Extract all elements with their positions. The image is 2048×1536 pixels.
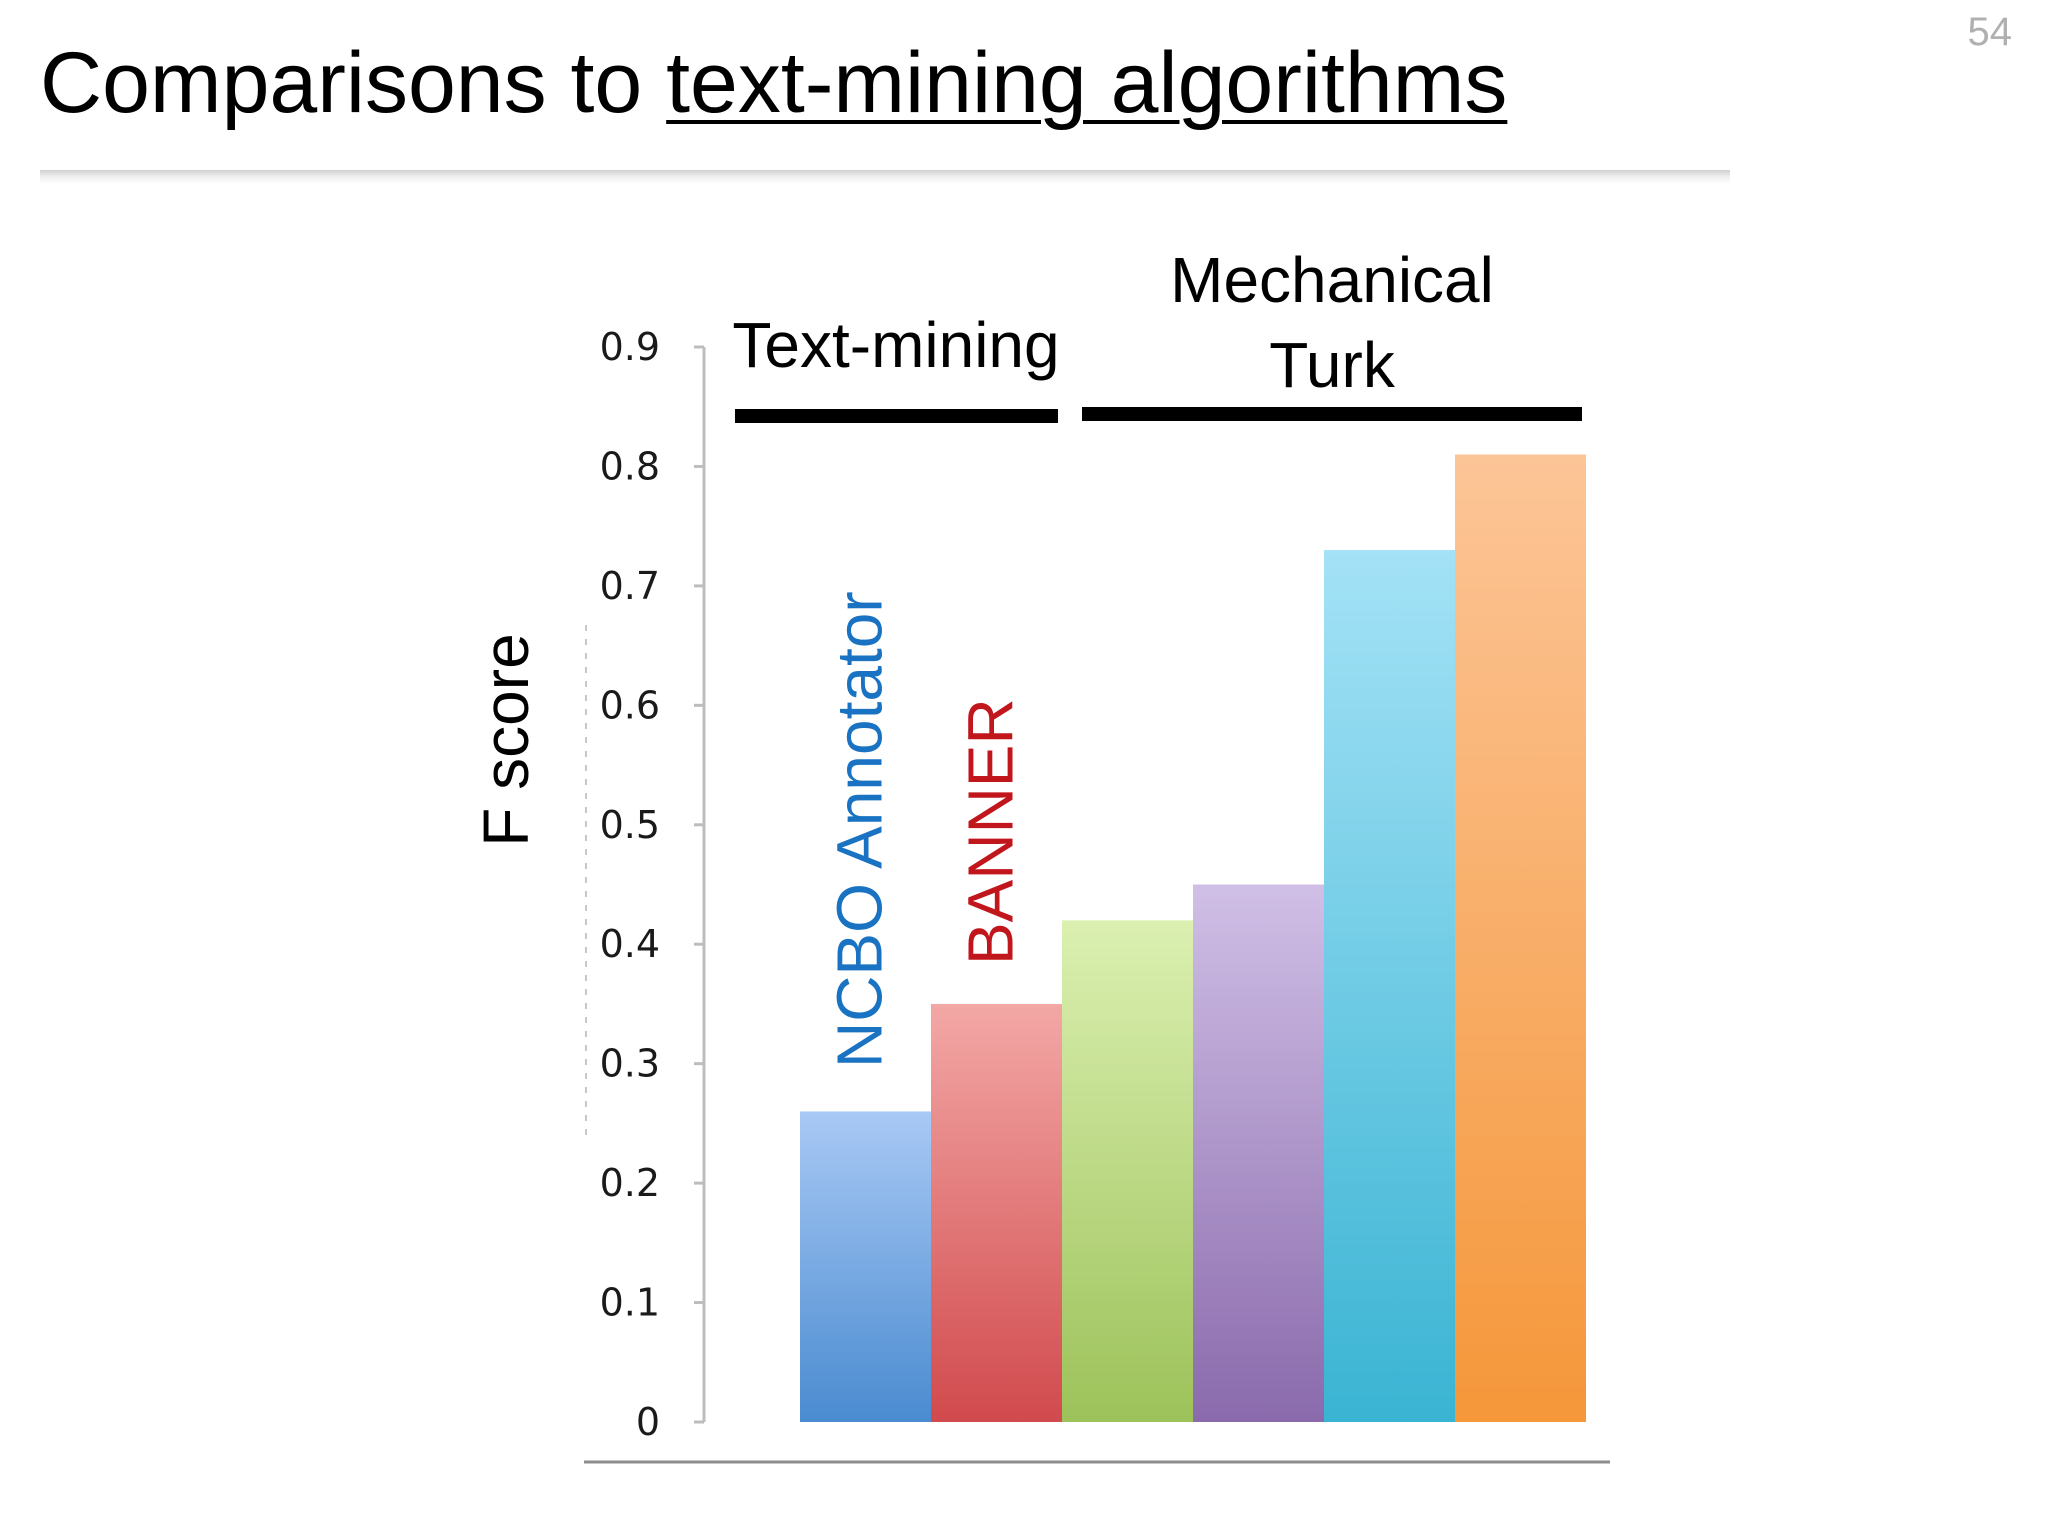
- y-tick-label: 0.3: [600, 1042, 660, 1086]
- y-tick-label: 0.6: [600, 683, 660, 727]
- y-tick-label: 0.5: [600, 803, 660, 847]
- group-label: Turk: [1269, 329, 1396, 401]
- slide-title: Comparisons to text-mining algorithms: [40, 34, 1507, 133]
- y-tick-label: 0.8: [600, 444, 660, 488]
- bar-label: NCBO Annotator: [824, 591, 896, 1068]
- y-tick-label: 0.1: [600, 1281, 660, 1325]
- slide-number: 54: [1967, 10, 2013, 54]
- bar-5: [1324, 550, 1455, 1422]
- bar-6: [1455, 454, 1586, 1422]
- bar-2: [931, 1003, 1062, 1422]
- y-tick-label: 0.9: [600, 325, 660, 369]
- y-tick-label: 0: [636, 1400, 660, 1444]
- title-prefix: Comparisons to: [40, 35, 667, 131]
- bar-3: [1062, 920, 1193, 1422]
- y-axis-label: F score: [470, 633, 542, 846]
- group-label: Mechanical: [1170, 244, 1494, 316]
- group-label: Text-mining: [732, 309, 1059, 381]
- title-link[interactable]: text-mining algorithms: [666, 35, 1508, 131]
- y-tick-label: 0.7: [600, 564, 660, 608]
- y-tick-label: 0.4: [600, 922, 660, 966]
- title-divider: [40, 170, 1730, 184]
- y-tick-label: 0.2: [600, 1161, 660, 1205]
- bar-4: [1193, 884, 1324, 1422]
- bar-1: [800, 1111, 931, 1422]
- bar-label: BANNER: [955, 698, 1027, 965]
